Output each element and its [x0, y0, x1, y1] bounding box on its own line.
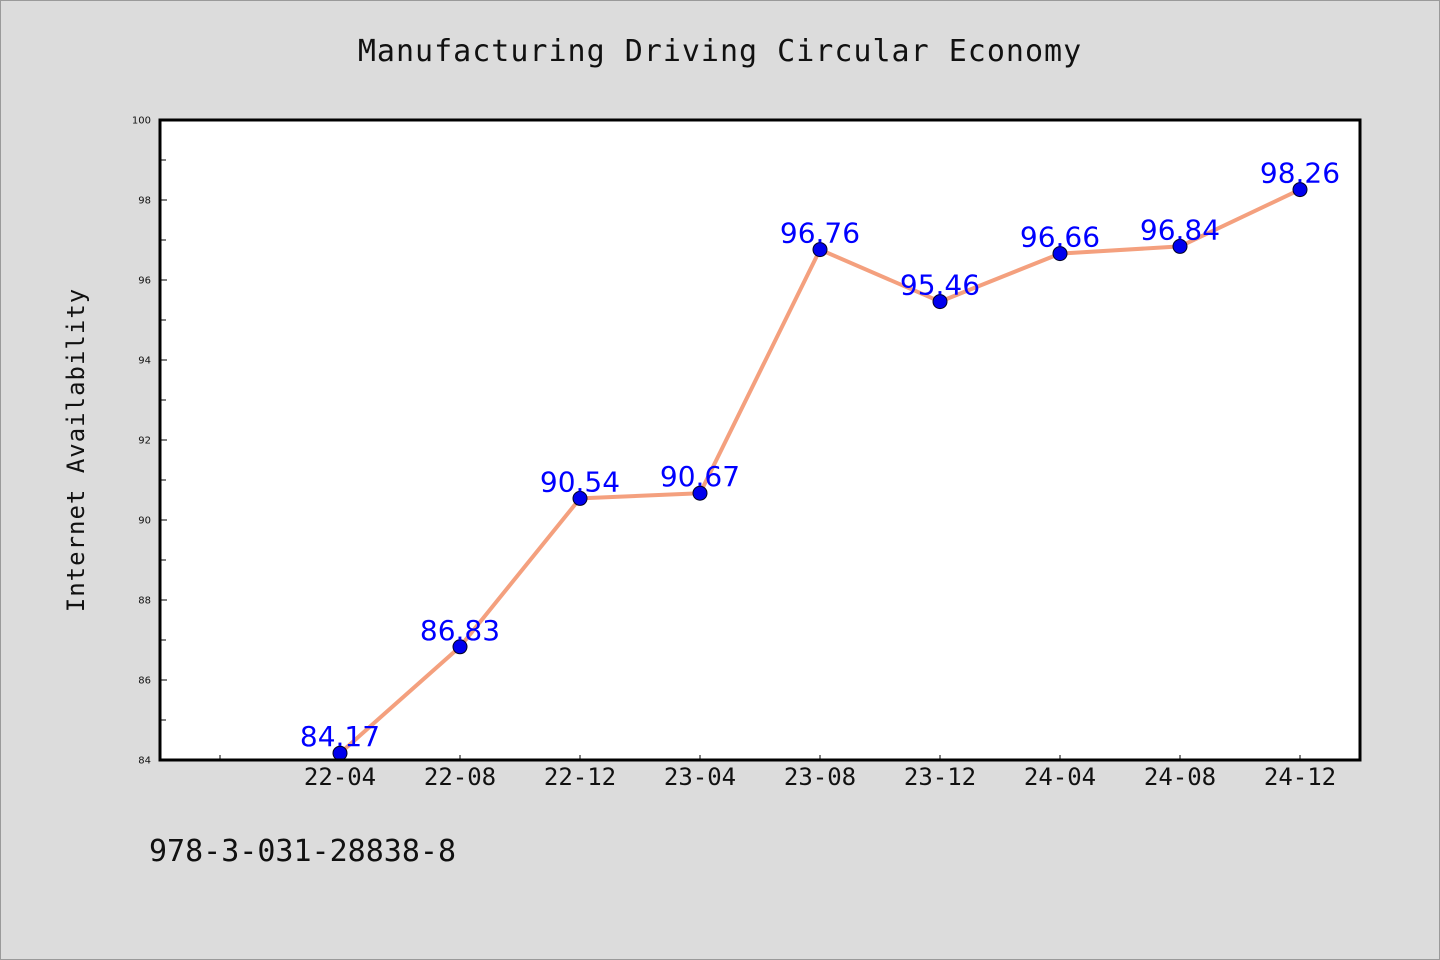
- data-label: 90.54: [540, 465, 620, 498]
- plot-frame: [158, 118, 1362, 762]
- x-tick-label: 22-12: [544, 763, 616, 791]
- x-tick-label: 22-08: [424, 763, 496, 791]
- data-label: 86.83: [420, 614, 500, 647]
- data-point: [1052, 246, 1068, 262]
- data-label: 95.46: [900, 269, 980, 302]
- y-tick-label: 96: [138, 276, 151, 287]
- x-tick-label: 23-04: [664, 763, 736, 791]
- data-point: [692, 485, 708, 501]
- y-tick-label: 88: [138, 596, 151, 607]
- data-label: 84.17: [300, 720, 380, 753]
- data-point: [452, 639, 468, 655]
- y-tick-label: 86: [138, 676, 151, 687]
- data-point: [812, 242, 828, 258]
- data-point: [1292, 182, 1308, 198]
- y-tick-label: 100: [132, 116, 151, 127]
- data-point: [572, 490, 588, 506]
- data-label: 98.26: [1260, 157, 1340, 190]
- x-tick-label: 24-04: [1024, 763, 1096, 791]
- data-label: 96.84: [1140, 213, 1220, 246]
- footer-isbn: 978-3-031-28838-8: [149, 834, 457, 869]
- x-tick-label: 24-08: [1144, 763, 1216, 791]
- data-label: 96.66: [1020, 221, 1100, 254]
- x-tick-label: 23-08: [784, 763, 856, 791]
- y-tick-label: 92: [138, 436, 151, 447]
- plot-area: [160, 120, 1360, 760]
- data-point: [1172, 238, 1188, 254]
- y-tick-label: 94: [138, 356, 151, 367]
- data-label: 96.76: [780, 217, 860, 250]
- y-tick-label: 90: [138, 516, 151, 527]
- chart-title: Manufacturing Driving Circular Economy: [357, 34, 1083, 69]
- x-tick-label: 23-12: [904, 763, 976, 791]
- y-tick-label: 84: [138, 756, 151, 767]
- data-label: 90.67: [660, 460, 740, 493]
- x-tick-label: 24-12: [1264, 763, 1336, 791]
- data-point: [932, 294, 948, 310]
- y-tick-label: 98: [138, 196, 151, 207]
- x-tick-label: 22-04: [304, 763, 376, 791]
